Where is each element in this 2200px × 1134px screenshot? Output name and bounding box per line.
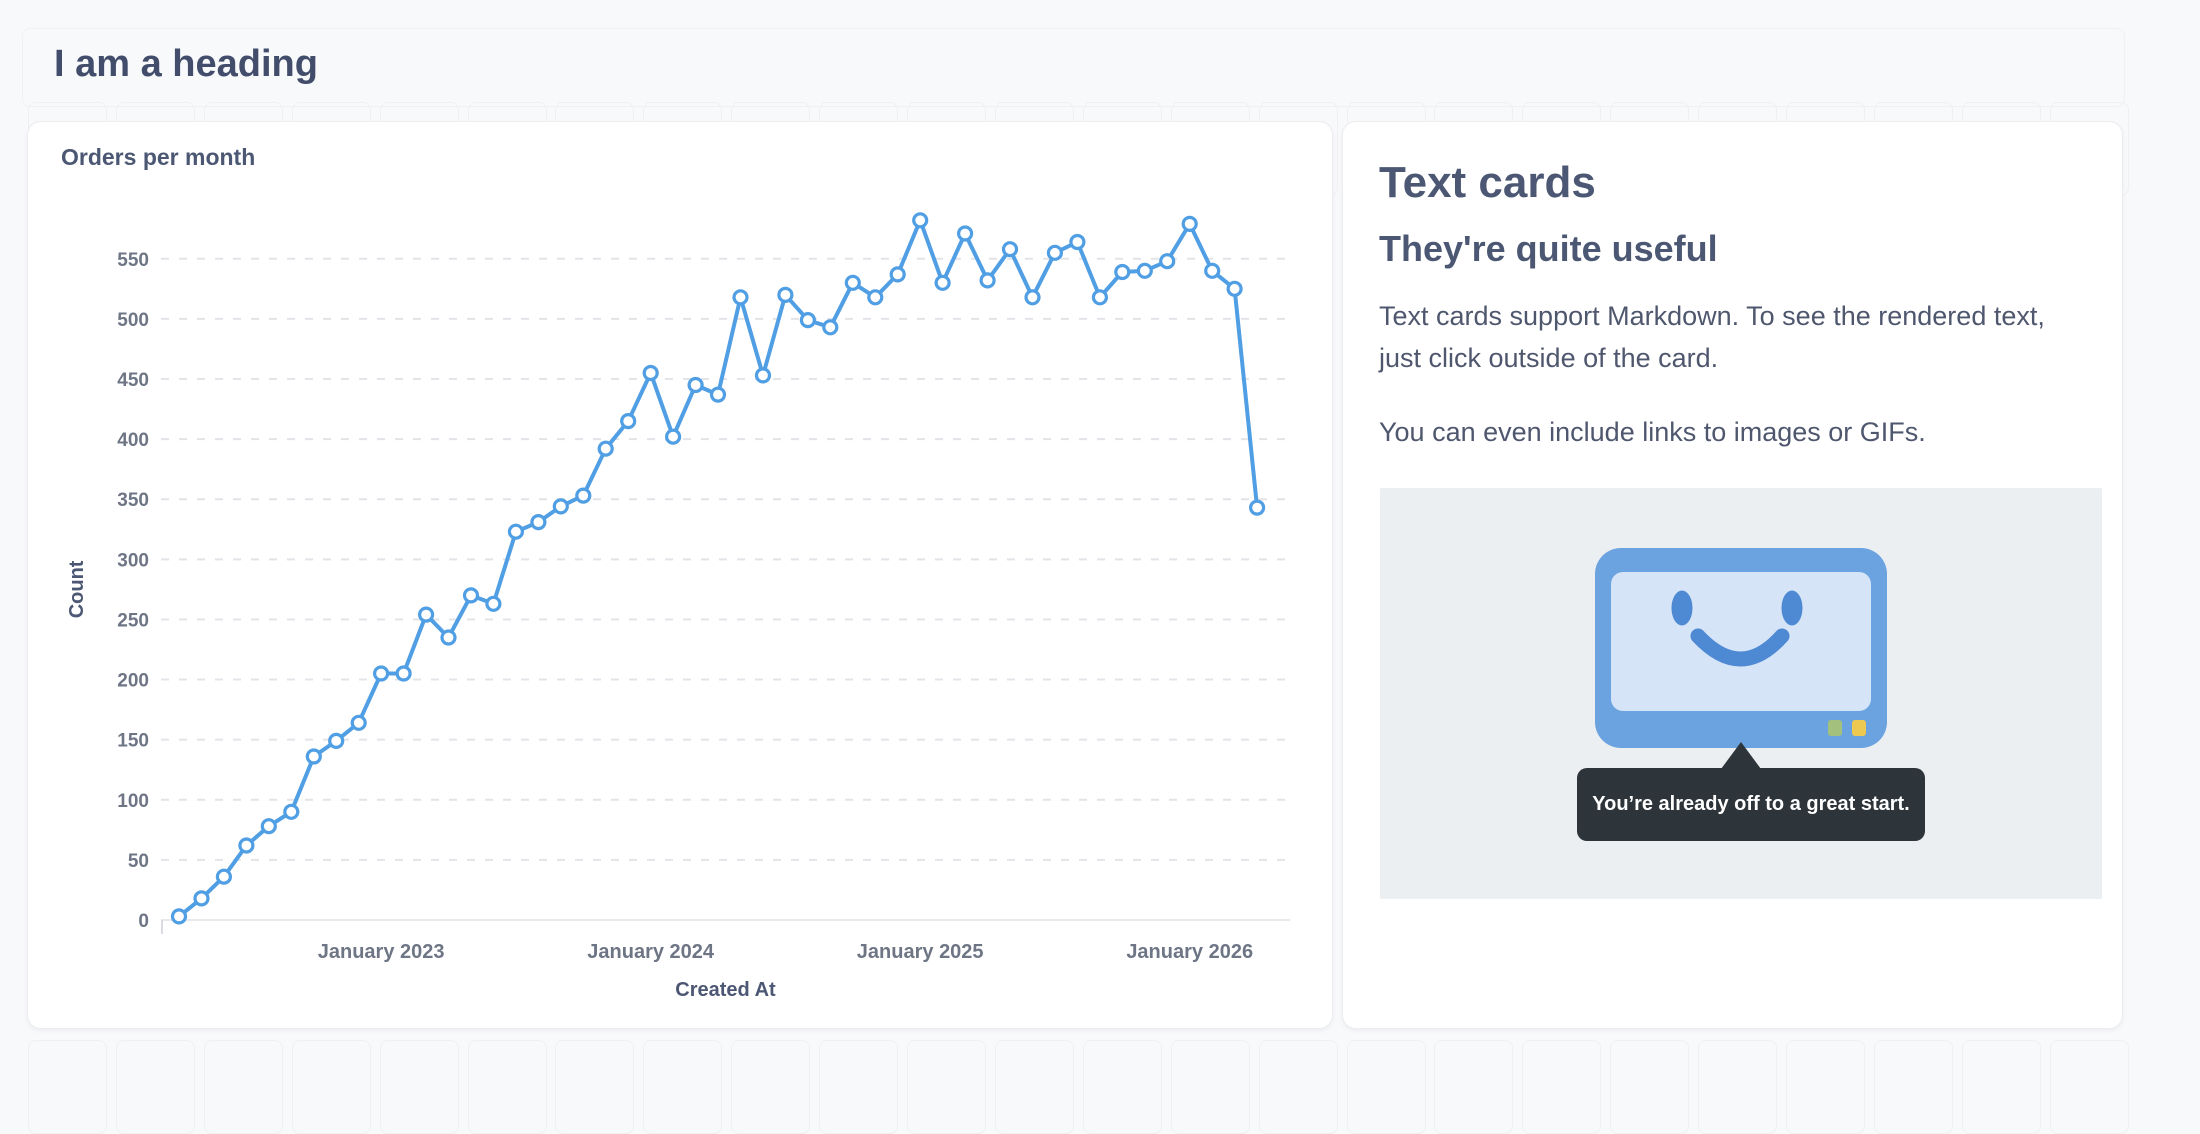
dashboard-grid-cell <box>115 1040 195 1134</box>
chart-title: Orders per month <box>61 144 256 170</box>
embedded-image: You’re already off to a great start. <box>1380 488 2102 899</box>
text-card-body: Text cards They're quite useful Text car… <box>1343 122 2122 454</box>
dashboard-grid-cell <box>467 1040 547 1134</box>
text-card-subheading: They're quite useful <box>1379 228 1718 269</box>
dashboard-grid-cell <box>28 1040 107 1134</box>
svg-text:150: 150 <box>117 731 149 752</box>
smiling-monitor-icon <box>1595 548 1887 748</box>
dashboard-grid-cell <box>291 1040 371 1134</box>
svg-text:550: 550 <box>117 250 149 271</box>
dashboard-grid-cell <box>994 1040 1074 1134</box>
dashboard-grid-cell <box>819 1040 899 1134</box>
dashboard-grid-cell <box>1258 1040 1338 1134</box>
dashboard-grid-cell <box>1170 1040 1250 1134</box>
dashboard-grid-cell <box>1698 1040 1778 1134</box>
dashboard-grid-cell <box>731 1040 811 1134</box>
text-card[interactable]: Text cards They're quite useful Text car… <box>1342 121 2123 1029</box>
dashboard-grid-cell <box>1522 1040 1602 1134</box>
dashboard-grid-cell <box>1346 1040 1426 1134</box>
dashboard-grid-cell <box>2049 1040 2129 1134</box>
svg-text:January 2025: January 2025 <box>857 941 984 963</box>
text-card-paragraph: Text cards support Markdown. To see the … <box>1379 301 2045 373</box>
dashboard-grid-cell <box>1082 1040 1162 1134</box>
svg-text:300: 300 <box>117 550 149 571</box>
svg-text:0: 0 <box>138 911 149 932</box>
dashboard-grid-cell <box>643 1040 723 1134</box>
dashboard-grid-cell <box>907 1040 986 1134</box>
dashboard-grid-cell <box>1434 1040 1514 1134</box>
svg-text:January 2026: January 2026 <box>1126 941 1253 963</box>
text-card-heading: Text cards <box>1379 158 1596 207</box>
svg-text:50: 50 <box>128 851 149 872</box>
svg-text:450: 450 <box>117 370 149 391</box>
svg-text:200: 200 <box>117 671 149 692</box>
dashboard-grid-cell <box>203 1040 283 1134</box>
dashboard-grid-cell <box>1961 1040 2041 1134</box>
svg-text:250: 250 <box>117 610 149 631</box>
orders-chart-card[interactable]: Orders per month 0 50 100 150 200 250 300 350 40… <box>27 121 1333 1029</box>
dashboard-grid-cell <box>555 1040 635 1134</box>
dashboard-grid-cell <box>1873 1040 1953 1134</box>
svg-text:Count: Count <box>66 560 88 618</box>
svg-text:400: 400 <box>117 430 149 451</box>
svg-text:350: 350 <box>117 490 149 511</box>
dashboard-heading[interactable]: I am a heading <box>54 43 318 85</box>
text-card-paragraph: You can even include links to images or … <box>1379 416 1926 447</box>
svg-text:January 2024: January 2024 <box>587 941 715 963</box>
svg-text:100: 100 <box>117 791 149 812</box>
heading-card[interactable]: I am a heading <box>22 28 2125 107</box>
orders-line-chart[interactable]: 0 50 100 150 200 250 300 350 400 450 500 550 January… <box>28 122 1332 1028</box>
svg-text:500: 500 <box>117 310 149 331</box>
dashboard-grid-cell <box>379 1040 459 1134</box>
dashboard-grid-cell <box>1610 1040 1690 1134</box>
svg-text:January 2023: January 2023 <box>318 941 445 963</box>
tooltip-bubble: You’re already off to a great start. <box>1577 768 1925 841</box>
dashboard-grid-cell <box>1786 1040 1865 1134</box>
tooltip-arrow <box>1721 742 1761 769</box>
svg-text:Created At: Created At <box>675 979 776 1001</box>
